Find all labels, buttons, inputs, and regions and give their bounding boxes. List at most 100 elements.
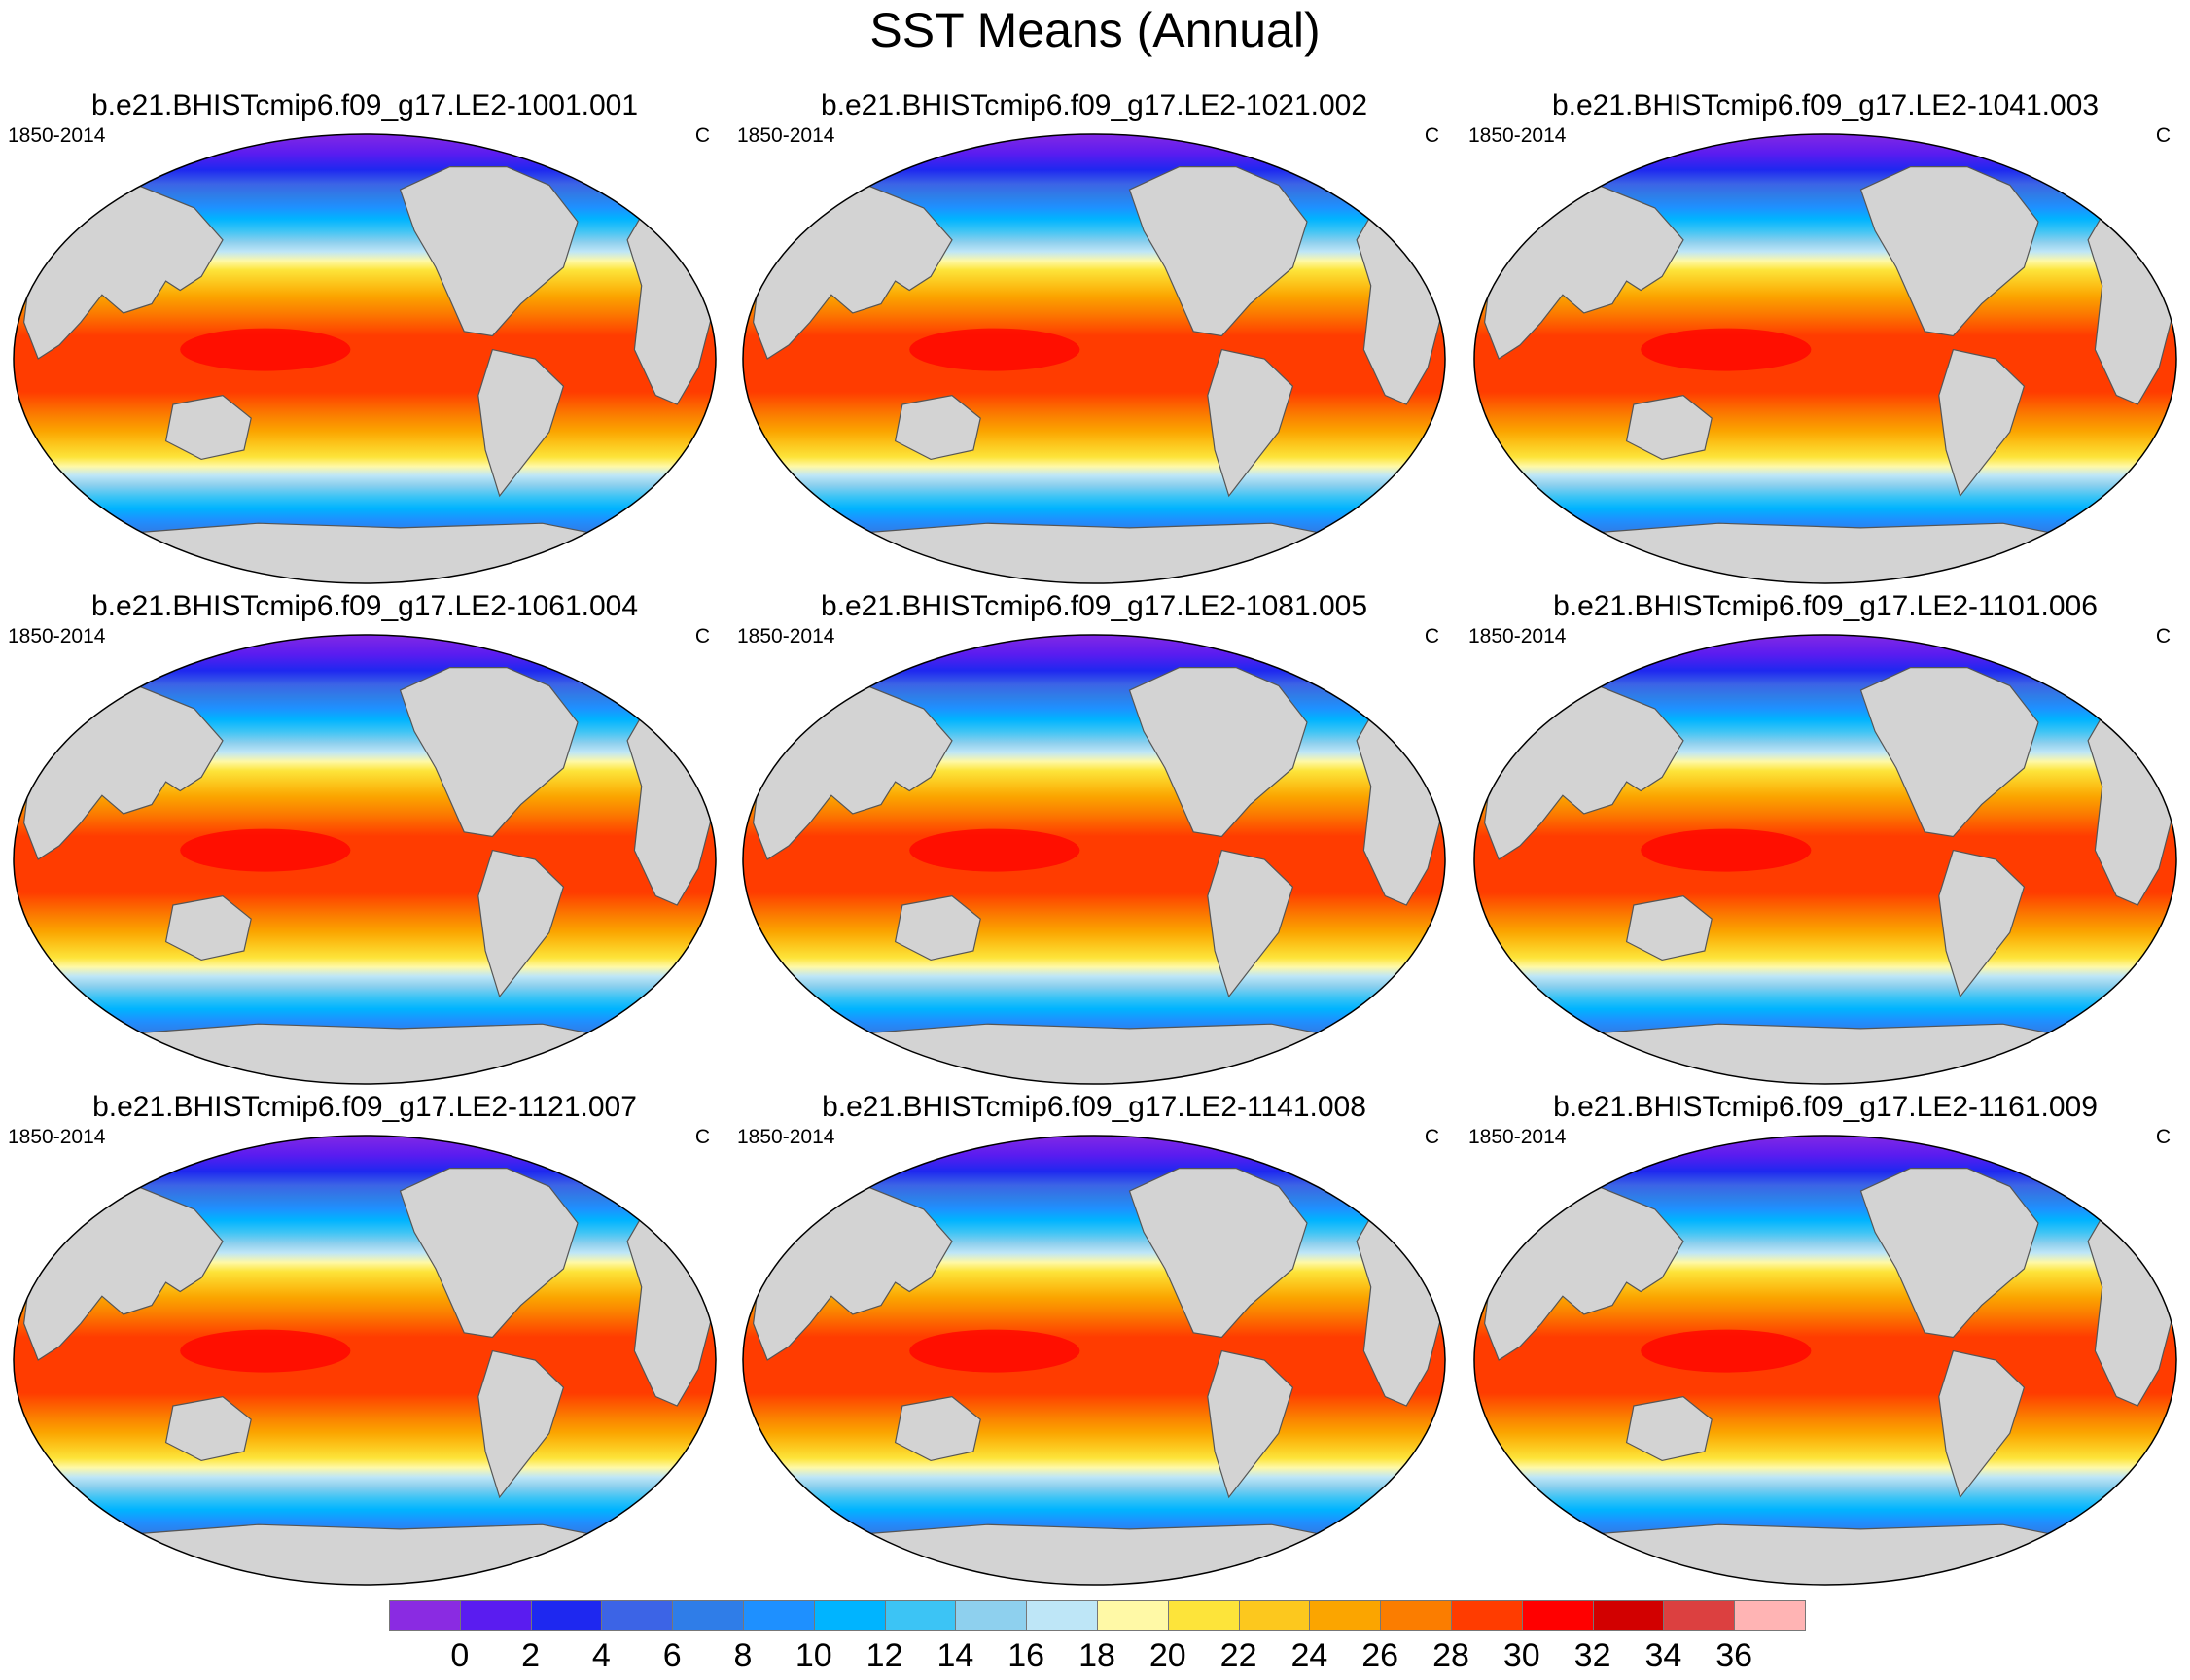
panel-units: C: [1424, 124, 1439, 147]
antarctica-land: [135, 522, 637, 583]
panel-title: b.e21.BHISTcmip6.f09_g17.LE2-1081.005: [820, 590, 1368, 622]
map-panel: b.e21.BHISTcmip6.f09_g17.LE2-1041.003 185…: [1461, 89, 2190, 590]
north-america-land: [399, 666, 579, 838]
sst-map: [13, 634, 717, 1085]
south-america-land: [1938, 1349, 2026, 1499]
colorbar-box: [530, 1600, 603, 1631]
panel-title: b.e21.BHISTcmip6.f09_g17.LE2-1141.008: [822, 1091, 1366, 1123]
colorbar-labels: 0 2 4 6 8 10 12 14 16 18 20 22 24 26 28 30 32 34 36: [389, 1637, 1805, 1680]
panel-period: 1850-2014: [1468, 1126, 1567, 1148]
warm-pool: [909, 828, 1080, 872]
australia-land: [894, 894, 981, 962]
warm-pool: [1641, 328, 1812, 371]
north-america-land: [1859, 1167, 2039, 1339]
panel-title: b.e21.BHISTcmip6.f09_g17.LE2-1161.009: [1553, 1091, 2098, 1123]
sst-map: [1473, 133, 2177, 584]
colorbar-tick-label: 0: [450, 1637, 470, 1674]
colorbar-box: [955, 1600, 1028, 1631]
panel-units: C: [694, 625, 710, 648]
warm-pool: [1641, 1329, 1812, 1373]
panel-units: C: [1424, 625, 1439, 648]
antarctica-land: [135, 1023, 637, 1084]
colorbar-box: [1663, 1600, 1736, 1631]
map-panel: b.e21.BHISTcmip6.f09_g17.LE2-1001.001 185…: [0, 89, 729, 590]
australia-land: [1625, 894, 1713, 962]
antarctica-land: [1596, 522, 2098, 583]
antarctica-land: [865, 1523, 1366, 1585]
sst-map: [1473, 634, 2177, 1085]
panel-title: b.e21.BHISTcmip6.f09_g17.LE2-1041.003: [1551, 89, 2100, 122]
colorbar-box: [1451, 1600, 1523, 1631]
north-america-land: [1128, 666, 1308, 838]
colorbar-box: [1309, 1600, 1382, 1631]
colorbar-box: [459, 1600, 532, 1631]
sst-map: [1473, 1135, 2177, 1586]
north-america-land: [399, 165, 579, 337]
colorbar-tick-label: 20: [1148, 1637, 1186, 1674]
south-america-land: [1207, 1349, 1294, 1499]
map-panel: b.e21.BHISTcmip6.f09_g17.LE2-1101.006 185…: [1461, 590, 2190, 1091]
australia-land: [1625, 1395, 1713, 1462]
panel-period: 1850-2014: [1468, 625, 1567, 648]
panel-title: b.e21.BHISTcmip6.f09_g17.LE2-1001.001: [90, 89, 639, 122]
south-america-land: [1207, 348, 1294, 498]
south-america-land: [1207, 849, 1294, 998]
colorbar-tick-label: 34: [1644, 1637, 1682, 1674]
south-america-land: [477, 849, 565, 998]
north-america-land: [1128, 165, 1308, 337]
panel-period: 1850-2014: [737, 1126, 835, 1148]
colorbar-box: [1592, 1600, 1665, 1631]
map-body: [743, 134, 1445, 583]
south-america-land: [477, 348, 565, 498]
south-america-land: [477, 1349, 565, 1499]
colorbar-tick-label: 26: [1361, 1637, 1399, 1674]
warm-pool: [180, 328, 351, 371]
colorbar-box: [1734, 1600, 1806, 1631]
map-panel: b.e21.BHISTcmip6.f09_g17.LE2-1081.005 185…: [729, 590, 1459, 1091]
warm-pool: [909, 328, 1080, 371]
colorbar-box: [813, 1600, 886, 1631]
map-body: [14, 635, 716, 1084]
antarctica-land: [135, 1523, 637, 1585]
map-border: [13, 133, 717, 584]
colorbar-box: [1380, 1600, 1452, 1631]
map-border: [1473, 634, 2177, 1085]
warm-pool: [180, 828, 351, 872]
antarctica-land: [865, 522, 1366, 583]
panel-title: b.e21.BHISTcmip6.f09_g17.LE2-1061.004: [90, 590, 639, 622]
colorbar-tick-label: 28: [1432, 1637, 1469, 1674]
antarctica-land: [1596, 1523, 2098, 1585]
colorbar-box: [1097, 1600, 1169, 1631]
colorbar-tick-label: 16: [1007, 1637, 1045, 1674]
colorbar-tick-label: 2: [521, 1637, 541, 1674]
australia-land: [164, 394, 252, 461]
sst-map: [742, 133, 1446, 584]
map-body: [1474, 1136, 2176, 1585]
map-panel: b.e21.BHISTcmip6.f09_g17.LE2-1121.007 185…: [0, 1091, 729, 1592]
colorbar-tick-label: 10: [795, 1637, 832, 1674]
map-border: [13, 1135, 717, 1586]
colorbar-tick-label: 22: [1219, 1637, 1257, 1674]
sst-map: [742, 634, 1446, 1085]
north-america-land: [1859, 165, 2039, 337]
panel-title: b.e21.BHISTcmip6.f09_g17.LE2-1101.006: [1553, 590, 2098, 622]
sst-map: [13, 133, 717, 584]
colorbar-box: [672, 1600, 744, 1631]
antarctica-land: [1596, 1023, 2098, 1084]
map-panel: b.e21.BHISTcmip6.f09_g17.LE2-1141.008 185…: [729, 1091, 1459, 1592]
australia-land: [894, 1395, 981, 1462]
map-panel: b.e21.BHISTcmip6.f09_g17.LE2-1021.002 185…: [729, 89, 1459, 590]
australia-land: [1625, 394, 1713, 461]
panel-units: C: [2155, 124, 2171, 147]
colorbar: [389, 1600, 1806, 1633]
panel-units: C: [2155, 625, 2171, 648]
colorbar-box: [601, 1600, 674, 1631]
sst-map: [13, 1135, 717, 1586]
colorbar-box: [1026, 1600, 1098, 1631]
south-america-land: [1938, 849, 2026, 998]
panel-units: C: [694, 124, 710, 147]
sst-map: [742, 1135, 1446, 1586]
panel-period: 1850-2014: [8, 124, 106, 147]
antarctica-land: [865, 1023, 1366, 1084]
map-border: [742, 634, 1446, 1085]
